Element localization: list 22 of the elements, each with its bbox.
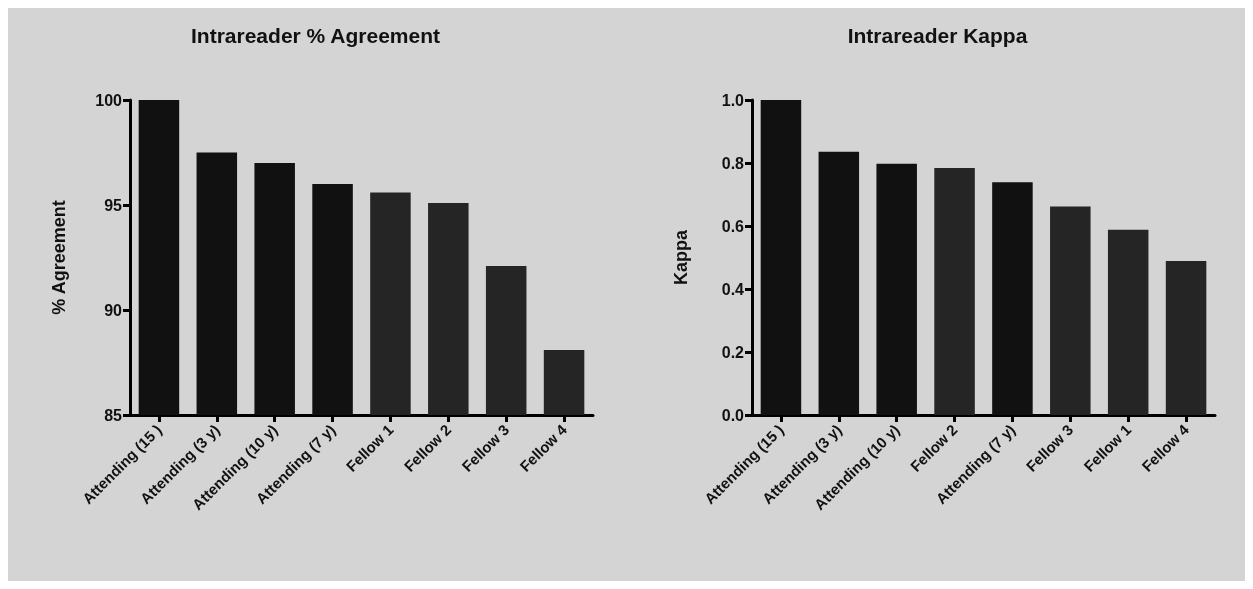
bar bbox=[1107, 229, 1149, 415]
chart-title: Intrareader % Agreement bbox=[191, 24, 440, 47]
bar bbox=[1165, 260, 1207, 415]
bar bbox=[934, 168, 975, 415]
y-tick-label: 0.8 bbox=[721, 154, 745, 172]
y-axis-title: Kappa bbox=[671, 229, 691, 286]
bar bbox=[876, 163, 917, 415]
y-tick-label: 1.0 bbox=[721, 91, 745, 109]
y-tick-label: 0.4 bbox=[721, 280, 745, 298]
bar bbox=[1050, 206, 1091, 415]
y-tick-label: 95 bbox=[104, 196, 123, 214]
y-tick-label: 100 bbox=[95, 91, 123, 109]
chart-title: Intrareader Kappa bbox=[847, 24, 1028, 47]
y-axis-title: % Agreement bbox=[49, 200, 69, 315]
y-tick-label: 85 bbox=[104, 406, 123, 424]
y-tick-label: 0.6 bbox=[721, 217, 745, 235]
bar bbox=[992, 182, 1033, 415]
y-tick-label: 0.0 bbox=[721, 406, 745, 424]
bar bbox=[818, 151, 860, 415]
y-tick-label: 90 bbox=[104, 301, 123, 319]
bar bbox=[760, 100, 802, 415]
y-tick-label: 0.2 bbox=[721, 343, 745, 361]
